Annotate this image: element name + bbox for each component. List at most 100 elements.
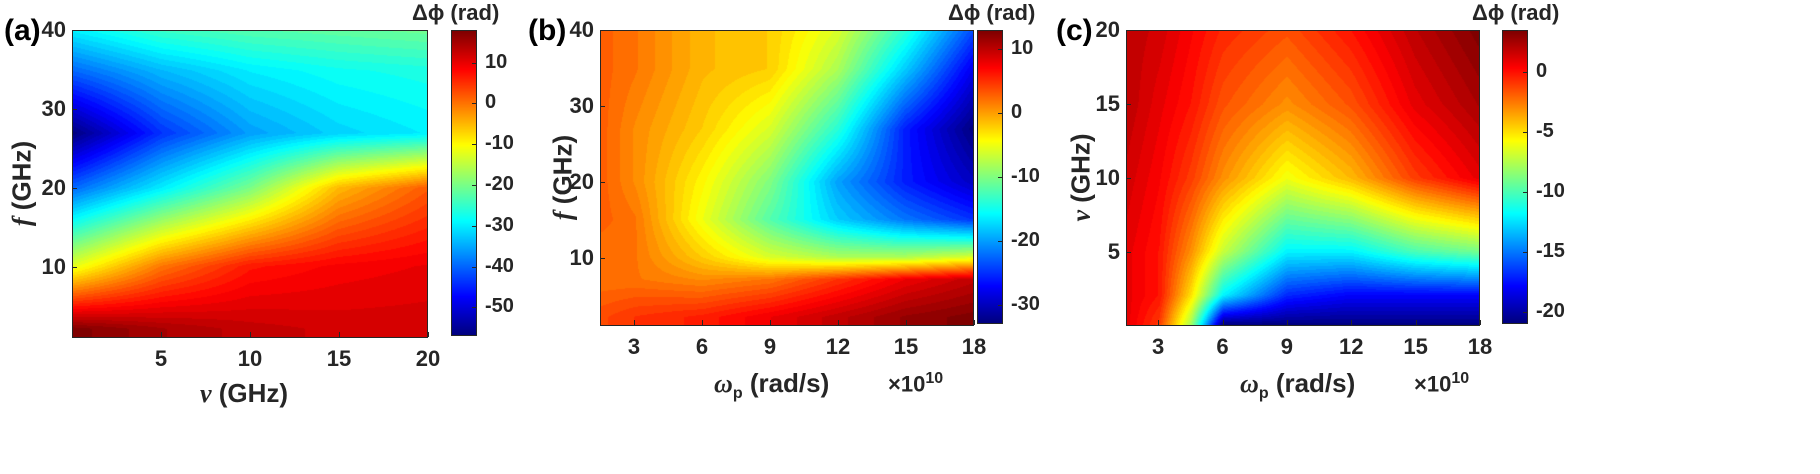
x-axis-multiplier: ×1010 <box>888 370 944 397</box>
y-tick-mark <box>600 257 605 259</box>
y-tick-label: 40 <box>41 17 66 42</box>
x-tick-mark <box>1158 320 1160 325</box>
colorbar-tick-label: 10 <box>485 50 508 73</box>
colorbar-tick-mark <box>1523 312 1528 313</box>
colorbar-tick-mark <box>998 177 1003 178</box>
colorbar-tick-label: 0 <box>485 91 497 114</box>
colorbar-tick-label: -30 <box>1011 292 1040 315</box>
heatmap-plot-area <box>72 30 428 338</box>
x-tick-label: 12 <box>1339 334 1364 359</box>
heatmap-plot-area <box>1126 30 1480 326</box>
colorbar-tick-mark <box>998 240 1003 242</box>
heatmap-plot-area <box>600 30 974 326</box>
x-tick-mark <box>161 332 162 337</box>
panel-label: (a) <box>4 14 41 47</box>
y-tick-label: 10 <box>569 244 594 270</box>
y-tick-label: 10 <box>41 253 66 279</box>
colorbar-tick-mark <box>472 62 477 64</box>
x-tick-mark <box>1222 320 1224 325</box>
y-tick-mark <box>72 30 77 31</box>
heatmap-canvas <box>601 31 973 325</box>
x-tick-mark <box>906 320 907 325</box>
x-tick-label: 18 <box>1467 334 1493 359</box>
colorbar-tick-mark <box>998 304 1003 306</box>
y-tick-mark <box>600 105 605 107</box>
colorbar-tick-mark <box>472 266 477 268</box>
x-tick-mark <box>1415 320 1417 325</box>
x-tick-label: 6 <box>695 334 709 359</box>
x-tick-mark <box>428 332 429 337</box>
x-tick-label: 18 <box>961 334 987 359</box>
y-tick-label: 20 <box>1095 17 1120 42</box>
y-tick-label: 30 <box>41 95 66 121</box>
x-tick-label: 9 <box>1280 334 1294 359</box>
x-tick-label: 15 <box>326 346 352 371</box>
colorbar-tick-label: -20 <box>485 173 514 196</box>
colorbar-tick-mark <box>472 185 477 187</box>
colorbar-tick-mark <box>472 225 477 227</box>
colorbar <box>451 30 477 336</box>
colorbar-tick-label: -40 <box>485 254 514 277</box>
x-tick-mark <box>1286 320 1288 325</box>
x-axis-label: ν (GHz) <box>200 378 289 408</box>
y-tick-mark <box>600 181 605 183</box>
colorbar <box>1502 30 1528 324</box>
colorbar-tick-label: -20 <box>1536 300 1565 322</box>
colorbar-tick-mark <box>1523 192 1528 193</box>
x-tick-mark <box>250 332 251 337</box>
x-tick-label: 15 <box>1403 334 1428 359</box>
colorbar-tick-mark <box>472 103 477 105</box>
colorbar-label: Δϕ (rad) <box>948 0 1036 25</box>
x-tick-mark <box>1480 320 1481 325</box>
x-tick-mark <box>1351 320 1353 325</box>
y-tick-mark <box>72 108 77 110</box>
colorbar-tick-label: -20 <box>1011 228 1040 251</box>
panel-a: (a) f (GHz) ν (GHz) Δϕ (rad) 10 20 30 40 5 10… <box>0 0 600 474</box>
colorbar-tick-label: 0 <box>1011 101 1023 124</box>
colorbar-tick-label: -50 <box>485 295 514 318</box>
colorbar-tick-label: -10 <box>1011 165 1040 187</box>
x-tick-label: 3 <box>1152 334 1165 359</box>
colorbar-tick-mark <box>1523 252 1528 253</box>
y-tick-mark <box>1126 252 1131 253</box>
x-tick-mark <box>974 320 975 325</box>
x-tick-label: 12 <box>825 334 851 359</box>
colorbar-tick-mark <box>472 307 477 309</box>
y-tick-mark <box>72 266 77 268</box>
y-tick-mark <box>600 30 605 31</box>
y-tick-mark <box>72 187 77 189</box>
colorbar-tick-mark <box>472 144 477 146</box>
y-tick-label: 30 <box>569 92 594 118</box>
colorbar-tick-label: -15 <box>1536 240 1565 262</box>
x-tick-mark <box>339 332 340 337</box>
x-tick-mark <box>838 320 839 325</box>
y-tick-label: 15 <box>1095 91 1120 116</box>
x-tick-label: 3 <box>627 334 641 359</box>
x-tick-mark <box>770 320 771 325</box>
y-tick-mark <box>1126 30 1131 31</box>
panel-label: (c) <box>1056 14 1093 47</box>
colorbar-tick-mark <box>998 49 1003 51</box>
x-axis-label: ωp (rad/s) <box>714 368 830 403</box>
x-axis-label: ωp (rad/s) <box>1240 368 1356 403</box>
y-tick-label: 20 <box>41 174 66 200</box>
x-tick-label: 15 <box>893 334 919 359</box>
x-tick-label: 10 <box>237 346 263 371</box>
colorbar-tick-mark <box>998 113 1003 115</box>
y-tick-label: 10 <box>1095 165 1120 190</box>
y-tick-mark <box>1126 104 1131 105</box>
x-axis-multiplier: ×1010 <box>1414 370 1470 397</box>
y-tick-label: 20 <box>569 168 594 194</box>
colorbar-label: Δϕ (rad) <box>412 0 500 25</box>
y-tick-label: 40 <box>569 17 594 42</box>
colorbar-label: Δϕ (rad) <box>1472 0 1560 25</box>
colorbar-tick-label: -10 <box>1536 180 1565 202</box>
heatmap-canvas <box>73 31 427 337</box>
heatmap-canvas <box>1127 31 1479 325</box>
panel-label: (b) <box>528 14 567 47</box>
colorbar-gradient <box>1503 31 1527 323</box>
colorbar-tick-label: -30 <box>485 213 514 236</box>
x-tick-mark <box>702 320 703 325</box>
x-tick-mark <box>634 320 635 325</box>
